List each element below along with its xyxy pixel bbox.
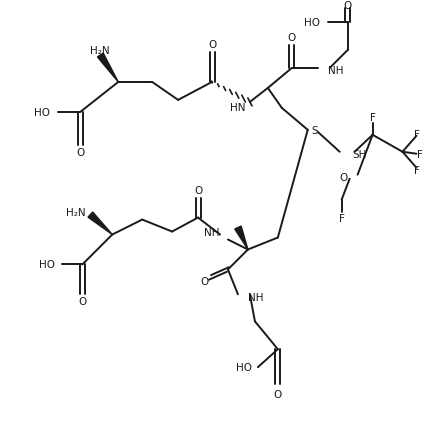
Text: O: O bbox=[339, 172, 348, 182]
Text: HO: HO bbox=[35, 108, 50, 117]
Text: S: S bbox=[312, 126, 318, 135]
Polygon shape bbox=[235, 227, 248, 250]
Text: O: O bbox=[208, 40, 216, 50]
Polygon shape bbox=[97, 54, 118, 83]
Text: H₂N: H₂N bbox=[66, 207, 85, 217]
Text: HO: HO bbox=[304, 18, 320, 28]
Text: O: O bbox=[274, 389, 282, 399]
Text: HO: HO bbox=[236, 362, 252, 372]
Text: HO: HO bbox=[39, 260, 55, 270]
Text: NH: NH bbox=[204, 227, 220, 237]
Text: F: F bbox=[370, 113, 375, 123]
Text: NH: NH bbox=[328, 66, 343, 76]
Text: F: F bbox=[414, 129, 420, 139]
Polygon shape bbox=[88, 212, 112, 235]
Text: O: O bbox=[343, 1, 352, 11]
Text: O: O bbox=[76, 147, 84, 157]
Text: NH: NH bbox=[248, 293, 263, 303]
Text: O: O bbox=[288, 33, 296, 43]
Text: F: F bbox=[417, 149, 423, 160]
Text: O: O bbox=[78, 297, 87, 307]
Text: HN: HN bbox=[230, 103, 246, 113]
Text: O: O bbox=[200, 277, 208, 287]
Text: SH: SH bbox=[352, 149, 367, 160]
Text: O: O bbox=[194, 185, 202, 195]
Text: H₂N: H₂N bbox=[90, 46, 110, 56]
Text: F: F bbox=[414, 165, 420, 175]
Text: F: F bbox=[339, 213, 345, 223]
